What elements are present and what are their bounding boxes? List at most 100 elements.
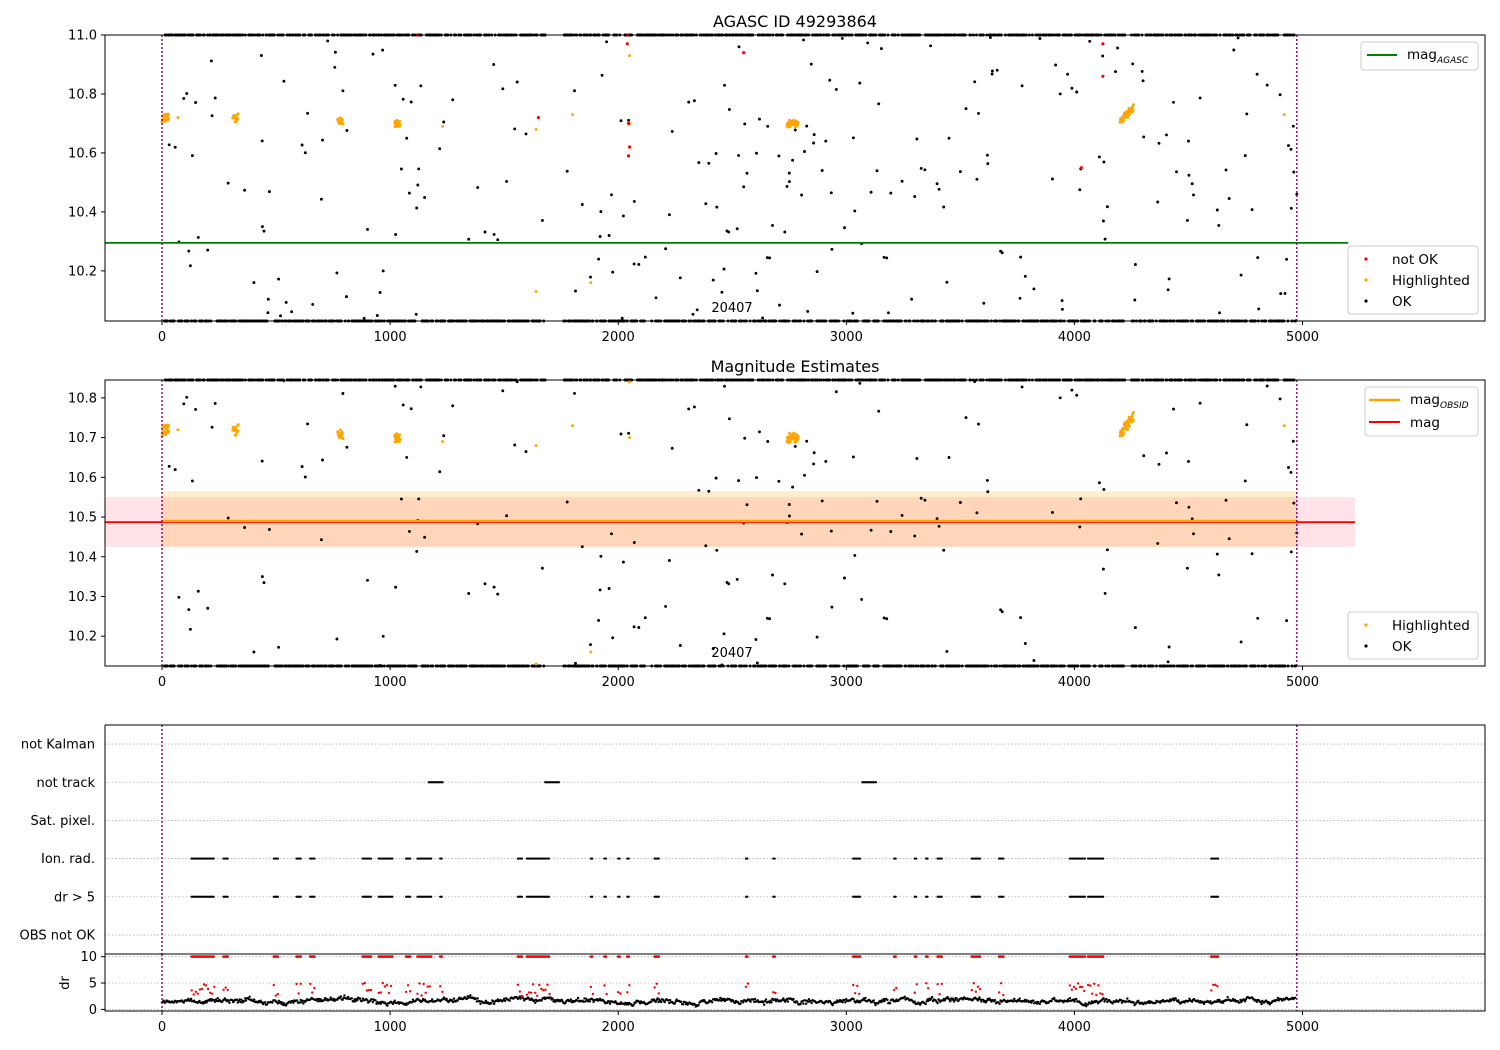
highlighted-point <box>341 118 344 122</box>
ok-point <box>371 52 375 56</box>
ok-point <box>574 661 577 665</box>
ok-point <box>743 122 747 126</box>
flag-point <box>520 895 524 898</box>
ok-point <box>1038 37 1042 40</box>
dr-point <box>162 999 165 1002</box>
ok-point <box>611 636 615 640</box>
dr-point <box>187 997 190 1000</box>
highlighted-point <box>1122 432 1126 435</box>
ok-point <box>524 132 528 136</box>
dr-point <box>324 996 327 1000</box>
ok-point <box>438 470 442 474</box>
ok-point <box>1102 488 1106 491</box>
ok-point <box>834 390 838 394</box>
dr-point <box>379 1002 383 1005</box>
ok-point <box>768 617 772 621</box>
highlighted-point <box>796 434 800 438</box>
dr-point <box>492 1000 495 1003</box>
ok-point <box>958 501 962 504</box>
ok-point <box>620 316 624 320</box>
ok-point <box>1102 160 1106 164</box>
dr-point <box>484 999 488 1002</box>
ok-point <box>637 626 641 629</box>
ok-point <box>929 44 933 48</box>
ok-point <box>758 117 761 121</box>
ok-point <box>723 384 726 388</box>
ok-point <box>777 154 781 158</box>
highlighted-point <box>398 439 401 443</box>
highlighted-point <box>1127 113 1131 117</box>
ok-point <box>611 270 615 274</box>
ok-point <box>843 576 846 580</box>
ok-point <box>266 297 270 301</box>
highlighted-point <box>176 428 180 432</box>
ok-point <box>401 97 405 101</box>
ok-point <box>1060 299 1064 303</box>
flag-point <box>627 895 630 898</box>
ok-point <box>185 395 189 399</box>
ok-point <box>783 582 787 586</box>
ok-point <box>442 120 446 124</box>
ok-point <box>1066 72 1070 76</box>
ok-point <box>958 170 962 174</box>
highlighted-point <box>1132 410 1135 414</box>
ok-point <box>812 133 816 137</box>
highlighted-point <box>534 290 538 293</box>
highlighted-point <box>167 429 171 433</box>
ok-point <box>1285 257 1289 261</box>
ok-point <box>580 545 584 549</box>
y-tick-label: 10.5 <box>68 511 97 526</box>
ok-point <box>1020 385 1024 389</box>
dr-point <box>332 997 335 1000</box>
ok-point <box>667 213 671 217</box>
ok-point <box>973 80 977 84</box>
ok-point <box>830 605 834 609</box>
ok-point <box>1018 296 1022 300</box>
ok-point <box>885 256 889 260</box>
ok-point <box>252 281 256 285</box>
ok-point <box>889 191 893 195</box>
dr-point <box>483 1001 487 1004</box>
dr-point <box>342 996 345 999</box>
flag-point <box>618 857 621 860</box>
ok-point <box>574 289 577 293</box>
ok-point <box>321 458 324 462</box>
flag-point <box>894 857 897 860</box>
top-panel-lines <box>105 35 1349 321</box>
dr-panel-grid <box>105 956 1485 1010</box>
flag-point <box>591 857 594 860</box>
ok-point <box>935 182 939 186</box>
highlighted-point <box>571 424 575 428</box>
ok-point <box>727 582 731 586</box>
ok-point <box>190 154 194 158</box>
ok-point <box>882 616 886 620</box>
ok-point <box>678 644 682 647</box>
top-legend-not-ok-label: not OK <box>1392 252 1439 268</box>
ok-point <box>1000 610 1004 614</box>
flags-panel-points <box>161 725 1298 954</box>
ok-point <box>812 141 816 145</box>
ok-point <box>573 391 576 395</box>
ok-point <box>692 405 696 409</box>
ok-point <box>800 193 804 197</box>
flag-point <box>978 857 982 860</box>
top-panel-axes: 0 1000 2000 3000 4000 500010.210.410.610.811.… <box>68 29 1319 346</box>
middle-legend-points-box <box>1347 611 1479 660</box>
ok-point <box>1224 498 1228 502</box>
ok-point <box>399 167 403 171</box>
ok-point <box>1172 100 1175 104</box>
ok-point <box>483 230 487 234</box>
highlighted-point <box>534 662 538 666</box>
flag-point <box>915 895 918 898</box>
highlighted-point <box>166 424 170 428</box>
ok-point <box>1079 497 1083 501</box>
ok-point <box>632 541 636 544</box>
ok-point <box>793 444 797 448</box>
dr-point <box>391 1002 395 1006</box>
top-legend-lines: magAGASC <box>1360 41 1479 71</box>
dr-point <box>490 1002 493 1005</box>
ok-point <box>417 497 421 501</box>
ok-point <box>290 310 294 314</box>
highlighted-point <box>1126 427 1130 431</box>
top-legend-points: not OK Highlighted OK <box>1347 245 1479 315</box>
